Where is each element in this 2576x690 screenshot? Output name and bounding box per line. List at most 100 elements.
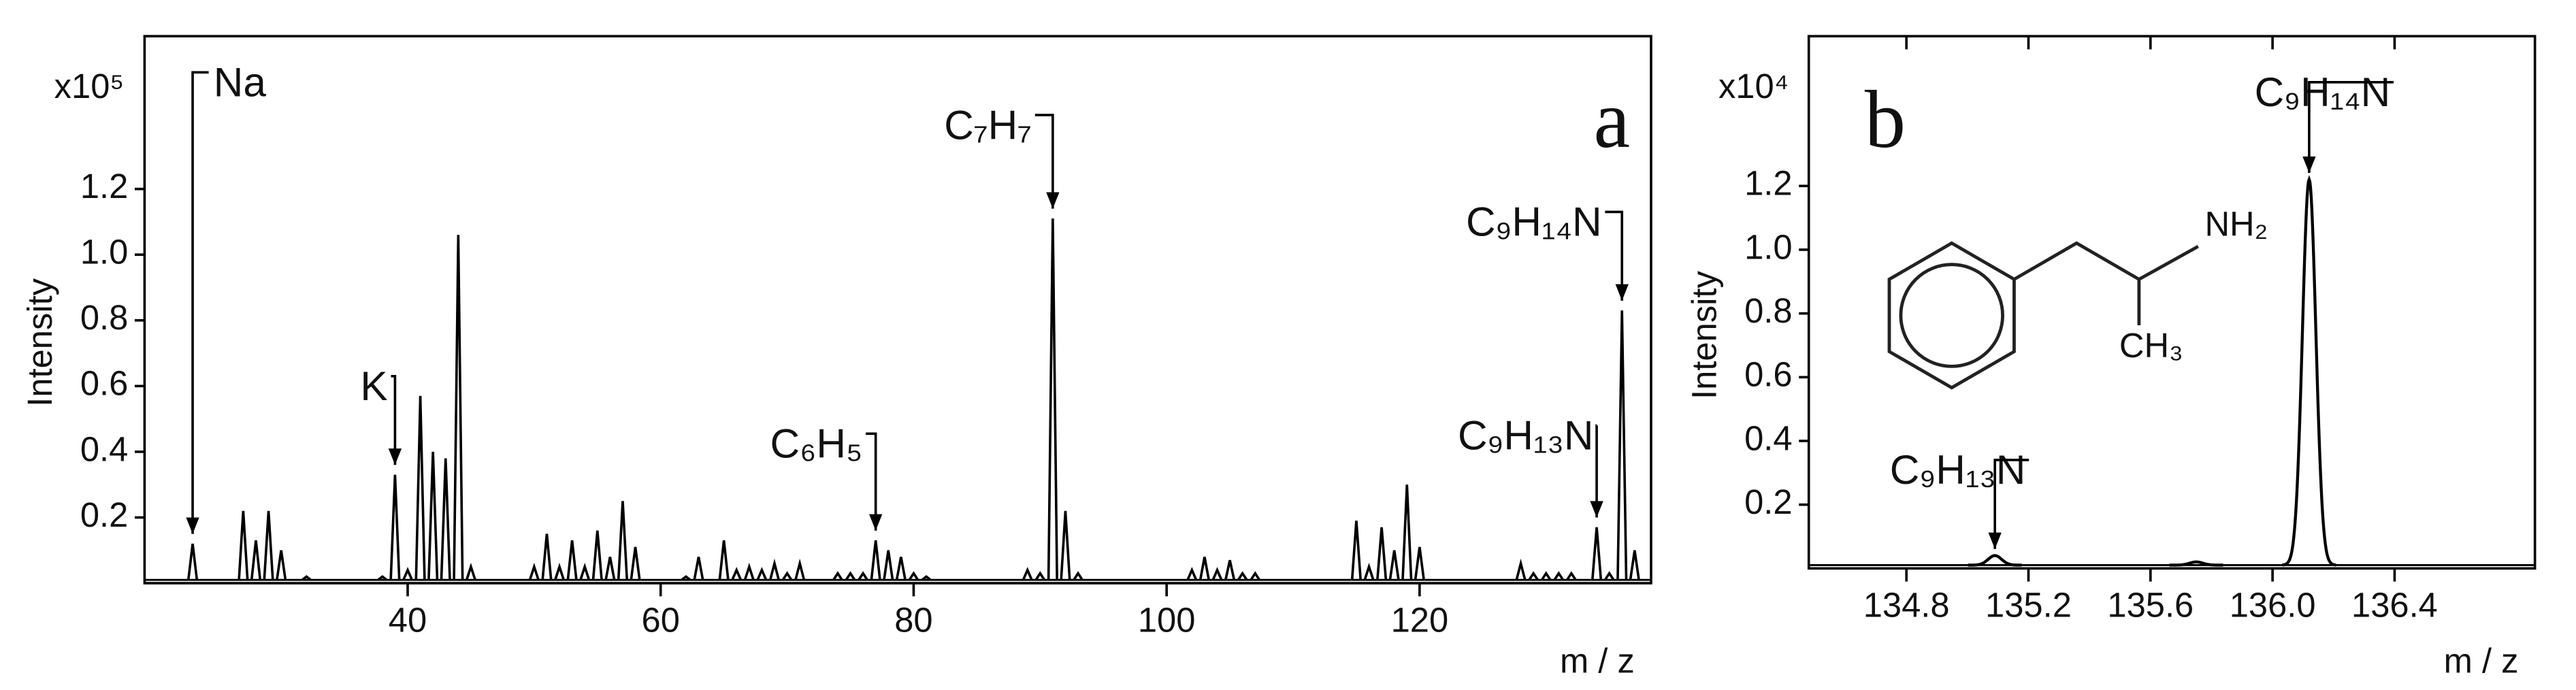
peak: [389, 474, 401, 580]
peak: [301, 575, 312, 581]
peak-annotation: C₆H₅: [770, 421, 863, 467]
annotation-arrow: [1993, 459, 2029, 549]
peak: [1186, 567, 1198, 580]
peak: [1566, 571, 1577, 581]
x-axis-label: m / z: [2444, 642, 2519, 680]
y-tick-label: 0.8: [80, 298, 128, 337]
peak: [1199, 557, 1210, 580]
y-tick-label: 1.2: [1744, 164, 1792, 203]
peak: [1047, 218, 1058, 580]
peak: [377, 575, 388, 581]
peak: [1060, 510, 1071, 580]
x-tick-label: 100: [1138, 600, 1196, 639]
y-tick-label: 0.2: [80, 495, 128, 534]
plot-frame: [1807, 35, 2537, 570]
peak: [1237, 571, 1248, 581]
plot-frame: [143, 35, 1652, 585]
x-tick-label: 136.4: [2351, 586, 2438, 625]
peak: [276, 550, 287, 580]
peak: [186, 543, 199, 580]
peak-annotation: C₉H₁₃N: [1890, 446, 2026, 493]
peak: [1591, 527, 1603, 580]
peak: [895, 557, 907, 580]
peak-annotation: C₉H₁₃N: [1458, 412, 1594, 459]
amine-bond: [2138, 245, 2199, 281]
peak: [693, 557, 704, 580]
annotation-arrow: [391, 375, 397, 465]
peak: [579, 563, 591, 580]
annotation-arrow: [2308, 80, 2394, 174]
peak: [1553, 571, 1565, 581]
aromatic-circle: [1899, 263, 2004, 368]
peak: [402, 567, 413, 580]
peak-annotation: Na: [214, 59, 267, 105]
chain-bond: [2013, 241, 2140, 281]
peak: [1376, 527, 1388, 580]
peak-annotation: C₉H₁₄N: [1466, 199, 1602, 245]
peak: [238, 510, 249, 580]
x-axis-label: m / z: [1560, 642, 1635, 680]
peak: [1073, 571, 1083, 581]
peak: [908, 571, 919, 581]
peak: [1350, 521, 1363, 580]
peak: [250, 540, 262, 580]
peak: [743, 563, 755, 580]
peak: [414, 395, 426, 580]
methyl-label: CH₃: [2119, 326, 2183, 365]
x-tick-label: 135.6: [2107, 586, 2194, 625]
peak: [1022, 567, 1033, 580]
peak: [541, 533, 553, 580]
peak: [554, 563, 566, 580]
peak: [858, 571, 868, 581]
x-tick-label: 80: [894, 600, 932, 639]
y-tick-label: 1.0: [80, 233, 128, 272]
peak: [2282, 175, 2336, 567]
peak: [794, 558, 806, 580]
peak: [1540, 571, 1552, 581]
annotation-arrow: [191, 71, 209, 534]
x-tick-label: 120: [1391, 600, 1449, 639]
peak-annotation: K: [360, 363, 387, 409]
y-tick-label: 1.2: [80, 167, 128, 206]
peak: [756, 567, 768, 580]
x-tick-label: 134.8: [1863, 586, 1950, 625]
peak: [1616, 310, 1628, 580]
amine-label: NH₂: [2204, 205, 2268, 244]
peak: [870, 540, 881, 580]
peak: [832, 571, 843, 581]
peak: [1414, 546, 1425, 580]
arrow-head: [2302, 156, 2316, 174]
peak: [883, 550, 894, 580]
peak: [1515, 558, 1527, 580]
y-tick-label: 0.6: [80, 364, 128, 403]
peak: [1211, 567, 1223, 580]
panel-letter: a: [1593, 74, 1630, 165]
arrow-head: [869, 514, 883, 531]
peak: [604, 557, 616, 580]
peak: [718, 540, 730, 580]
arrow-head: [1046, 192, 1060, 209]
peak: [440, 458, 451, 580]
x-tick-label: 135.2: [1985, 586, 2072, 625]
arrow-head: [186, 517, 199, 534]
annotation-arrow: [1034, 114, 1054, 209]
peak: [566, 540, 578, 580]
peak-annotation: C₉H₁₄N: [2255, 69, 2391, 115]
peak: [845, 571, 856, 581]
peak: [781, 571, 793, 581]
peak: [731, 567, 743, 580]
peak: [630, 546, 641, 580]
peak: [1968, 554, 2022, 567]
y-axis-label: Intensity: [1684, 270, 1723, 399]
multiplier: x10⁴: [1718, 67, 1789, 105]
peak: [263, 510, 274, 580]
annotation-arrow: [1605, 210, 1624, 301]
annotation-arrow: [866, 432, 877, 531]
peak: [1603, 571, 1615, 581]
peak: [453, 235, 464, 580]
arrow-head: [388, 448, 402, 465]
y-axis-label: Intensity: [20, 278, 59, 406]
peak: [2169, 560, 2223, 567]
